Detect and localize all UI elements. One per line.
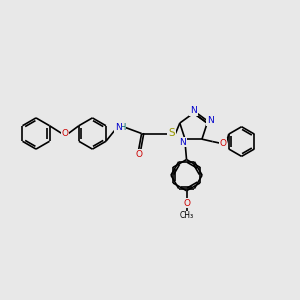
Text: S: S bbox=[168, 128, 175, 139]
Text: O: O bbox=[61, 129, 69, 138]
Text: O: O bbox=[220, 139, 226, 148]
Text: O: O bbox=[135, 150, 142, 159]
Text: O: O bbox=[183, 199, 190, 208]
Text: CH₃: CH₃ bbox=[179, 211, 194, 220]
Text: N: N bbox=[207, 116, 214, 125]
Text: H: H bbox=[119, 123, 126, 132]
Text: N: N bbox=[115, 123, 122, 132]
Text: N: N bbox=[190, 106, 197, 115]
Text: N: N bbox=[179, 138, 186, 147]
